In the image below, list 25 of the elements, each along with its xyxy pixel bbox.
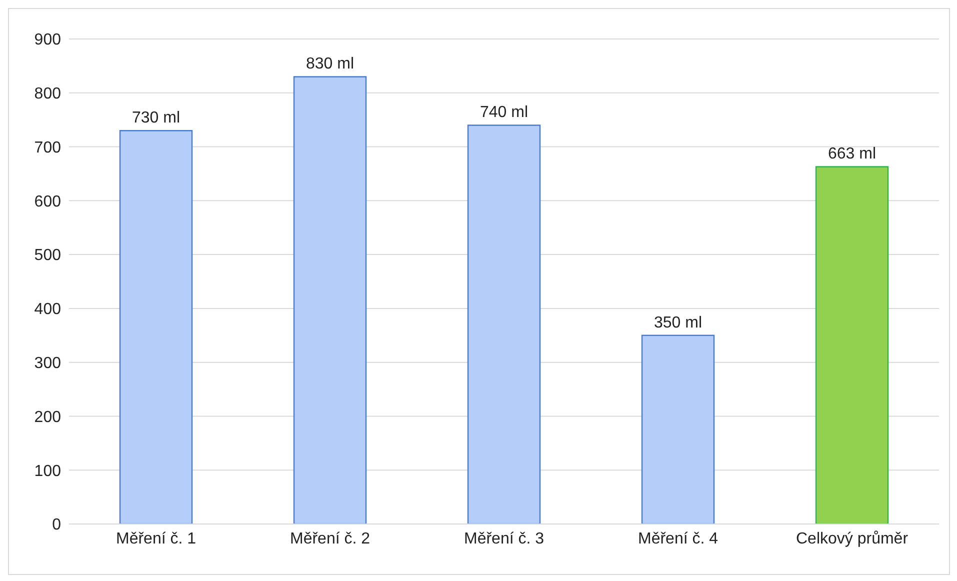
y-tick-label: 900 xyxy=(34,32,62,49)
data-label: 830 ml xyxy=(306,56,354,73)
x-tick-label: Měření č. 3 xyxy=(464,530,544,548)
x-tick-label: Měření č. 2 xyxy=(290,530,370,548)
x-tick-label: Měření č. 4 xyxy=(638,530,718,548)
data-label: 663 ml xyxy=(828,146,876,163)
x-tick-label: Celkový průměr xyxy=(796,530,909,548)
y-tick-label: 400 xyxy=(34,301,62,318)
bar xyxy=(293,76,367,524)
y-tick-label: 600 xyxy=(34,193,62,210)
data-label: 350 ml xyxy=(654,314,702,332)
y-tick-label: 500 xyxy=(34,247,62,264)
x-tick-label: Měření č. 1 xyxy=(116,530,196,548)
data-label: 730 ml xyxy=(132,110,180,127)
y-tick-label: 200 xyxy=(34,408,62,426)
bar xyxy=(641,334,715,524)
bar xyxy=(467,124,541,524)
y-tick-label: 800 xyxy=(34,86,62,103)
y-tick-label: 0 xyxy=(52,516,62,534)
y-tick-label: 700 xyxy=(34,139,62,156)
bar xyxy=(119,130,193,524)
bar xyxy=(815,166,889,524)
data-label: 740 ml xyxy=(480,104,528,122)
y-tick-label: 100 xyxy=(34,462,62,480)
y-tick-label: 300 xyxy=(34,355,62,372)
